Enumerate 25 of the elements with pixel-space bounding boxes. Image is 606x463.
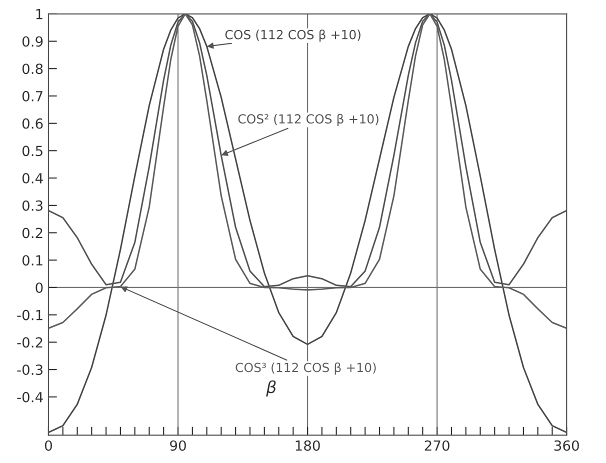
y-tick-label: 0.1: [22, 255, 42, 266]
x-tick-label: 0: [44, 440, 52, 451]
y-tick-label: 0.8: [22, 64, 43, 74]
series-label: COS (112 COS β +10): [225, 30, 360, 42]
y-tick-label: -0.4: [17, 392, 43, 402]
x-tick-label: 360: [554, 440, 579, 451]
series-label: COS² (112 COS β +10): [238, 114, 378, 126]
line-series: [48, 14, 567, 434]
text: COS³ (112 COS β +10): [236, 362, 376, 375]
y-tick-label: 0.6: [22, 118, 43, 129]
y-tick-label: -0.1: [17, 310, 42, 320]
y-tick-label: 0.4: [22, 173, 43, 184]
x-tick-label: 180: [296, 440, 320, 451]
y-tick-label: -0.3: [17, 364, 43, 376]
annotation: β: [266, 380, 276, 397]
y-tick-label: 0.3: [22, 200, 43, 211]
y-tick-label: 0.7: [22, 90, 42, 102]
x-tick-label: 90: [170, 440, 186, 451]
y-tick-label: 1: [36, 9, 42, 20]
y-tick-label: 0.2: [22, 228, 42, 238]
y-tick-label: 0: [36, 282, 43, 293]
y-tick-label: -0.2: [17, 337, 42, 348]
y-tick-label: 0.5: [22, 146, 42, 156]
y-tick-label: 0.9: [22, 36, 43, 47]
x-tick-label: 270: [424, 440, 450, 451]
